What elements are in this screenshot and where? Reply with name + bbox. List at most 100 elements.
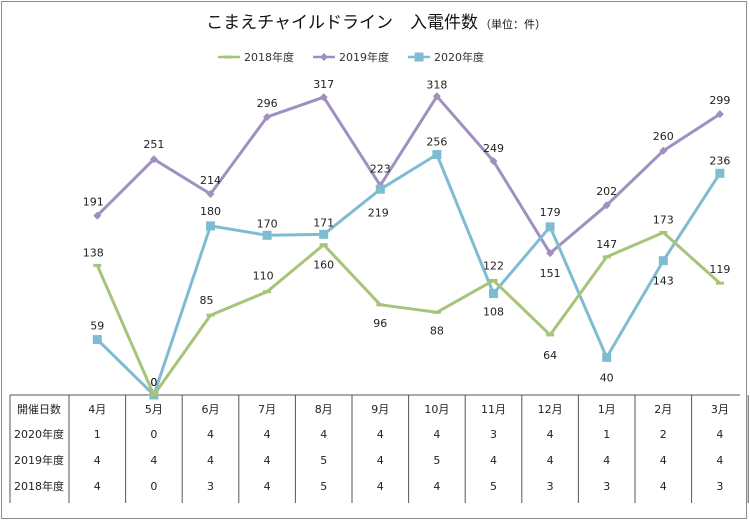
table-cell: 4 xyxy=(716,454,723,467)
table-row-label: 2018年度 xyxy=(14,479,64,493)
table-month-label: 3月 xyxy=(711,403,729,416)
table-cell: 4 xyxy=(264,480,271,493)
data-label: 317 xyxy=(313,78,334,91)
table-row-header: 開催日数 4月 5月 6月 7月 8月 9月 10月 11月 12月 1月 2月 3月 xyxy=(17,402,729,416)
diamond-marker xyxy=(319,93,328,102)
data-label: 110 xyxy=(253,270,274,283)
table-cell: 3 xyxy=(603,480,610,493)
data-point xyxy=(206,313,215,317)
data-point xyxy=(375,184,385,194)
dash-marker xyxy=(149,393,158,397)
diamond-marker xyxy=(659,146,668,155)
legend-label: 2019年度 xyxy=(339,50,389,64)
series-2020年度 xyxy=(92,150,725,400)
data-point xyxy=(432,150,442,160)
table-cell: 0 xyxy=(150,480,157,493)
data-point xyxy=(149,155,158,164)
data-label: 59 xyxy=(90,320,104,333)
square-marker xyxy=(432,150,442,160)
legend-label: 2018年度 xyxy=(244,50,294,64)
data-point xyxy=(545,222,555,232)
series-2018年度 xyxy=(93,230,724,397)
data-label: 219 xyxy=(368,206,389,219)
square-marker xyxy=(262,230,272,240)
table-cell: 4 xyxy=(320,428,327,441)
series-line xyxy=(96,94,721,255)
dash-marker xyxy=(263,290,272,294)
legend-item-2020年度: 2020年度 xyxy=(408,50,484,64)
table-cell: 4 xyxy=(377,428,384,441)
table-cell: 1 xyxy=(603,428,610,441)
data-label: 64 xyxy=(543,349,557,362)
data-label: 191 xyxy=(83,196,104,209)
data-label: 202 xyxy=(596,185,617,198)
table-row-label: 2019年度 xyxy=(14,453,64,467)
chart-title: こまえチャイルドライン 入電件数 xyxy=(206,13,478,33)
data-point xyxy=(546,333,555,337)
data-label: 40 xyxy=(600,371,614,384)
data-point xyxy=(93,211,102,220)
table-cell: 2 xyxy=(660,428,667,441)
data-table: 開催日数 4月 5月 6月 7月 8月 9月 10月 11月 12月 1月 2月 3月 2020年度 1 0 4… xyxy=(9,394,749,503)
data-label: 179 xyxy=(540,206,561,219)
table-cell: 4 xyxy=(94,454,101,467)
data-label: 147 xyxy=(596,238,617,251)
table-month-label: 2月 xyxy=(654,403,672,416)
table-cell: 4 xyxy=(377,454,384,467)
data-point xyxy=(432,310,441,314)
table-cell: 4 xyxy=(150,454,157,467)
table-month-label: 6月 xyxy=(202,403,220,416)
table-cell: 4 xyxy=(433,428,440,441)
data-point xyxy=(658,256,668,266)
data-point xyxy=(489,289,498,299)
square-marker xyxy=(545,222,555,232)
legend-label: 2020年度 xyxy=(434,50,484,64)
dash-marker xyxy=(225,55,233,59)
table-cell: 4 xyxy=(660,480,667,493)
data-point xyxy=(602,255,611,259)
square-marker xyxy=(658,256,668,266)
table-month-label: 12月 xyxy=(538,403,563,416)
square-marker xyxy=(414,52,424,62)
data-label: 256 xyxy=(426,136,447,149)
dash-marker xyxy=(319,243,328,247)
data-point xyxy=(715,168,725,178)
table-month-label: 5月 xyxy=(145,403,163,416)
data-label: 143 xyxy=(653,275,674,288)
data-label: 108 xyxy=(483,306,504,319)
data-point xyxy=(489,278,498,282)
table-month-label: 9月 xyxy=(371,403,389,416)
diamond-marker xyxy=(546,249,555,258)
table-cell: 4 xyxy=(716,428,723,441)
table-row: 2020年度 1 0 4 4 4 4 4 3 4 1 2 4 xyxy=(14,427,723,441)
data-label: 180 xyxy=(200,205,221,218)
data-point xyxy=(206,189,215,198)
series-line xyxy=(95,231,721,397)
data-label: 173 xyxy=(653,214,674,227)
table-month-label: 11月 xyxy=(481,403,506,416)
diamond-marker xyxy=(602,201,611,210)
diamond-marker xyxy=(93,211,102,220)
legend: 2018年度 2019年度 2020年度 xyxy=(218,50,484,64)
table-cell: 4 xyxy=(433,480,440,493)
diamond-marker xyxy=(432,92,441,101)
series-line xyxy=(96,153,722,397)
data-label: 151 xyxy=(540,267,561,280)
data-point xyxy=(432,92,441,101)
table-cell: 4 xyxy=(547,454,554,467)
data-point xyxy=(93,263,102,267)
table-cell: 5 xyxy=(490,480,497,493)
data-label: 318 xyxy=(426,78,447,91)
square-marker xyxy=(715,168,725,178)
table-cell: 4 xyxy=(264,428,271,441)
data-label: 88 xyxy=(430,324,444,337)
data-label: 236 xyxy=(709,154,730,167)
data-point xyxy=(263,112,272,121)
data-label: 299 xyxy=(709,94,730,107)
square-marker xyxy=(206,221,215,231)
chart-title-unit: （単位：件） xyxy=(480,17,546,31)
table-cell: 0 xyxy=(150,428,157,441)
data-point xyxy=(489,157,498,166)
data-point xyxy=(659,230,668,234)
data-label: 122 xyxy=(483,259,504,272)
